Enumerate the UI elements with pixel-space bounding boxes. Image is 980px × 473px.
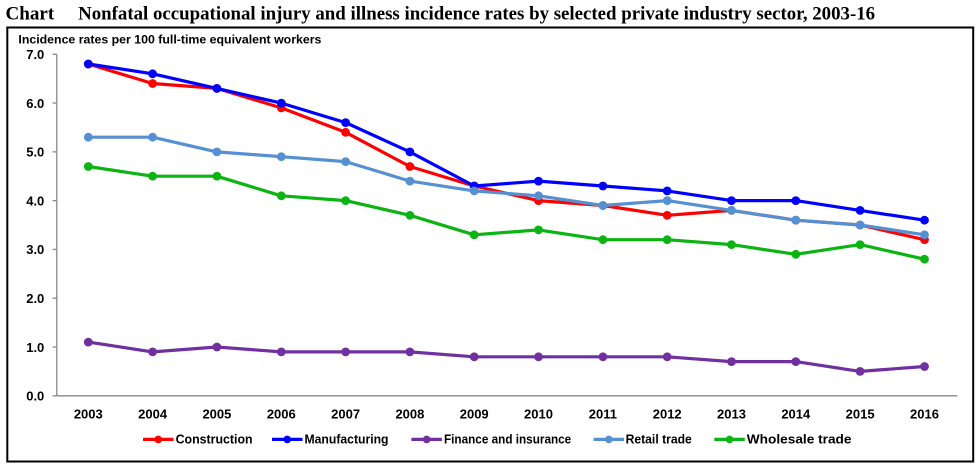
svg-text:2011: 2011 xyxy=(589,406,617,421)
svg-text:7.0: 7.0 xyxy=(26,47,44,62)
svg-text:2014: 2014 xyxy=(781,406,811,421)
svg-text:2008: 2008 xyxy=(395,406,424,421)
svg-text:2013: 2013 xyxy=(717,406,746,421)
svg-text:2.0: 2.0 xyxy=(26,291,44,306)
svg-text:Finance and insurance: Finance and insurance xyxy=(444,432,571,447)
svg-text:2005: 2005 xyxy=(202,406,231,421)
svg-text:2012: 2012 xyxy=(653,406,682,421)
svg-text:2004: 2004 xyxy=(138,406,168,421)
svg-text:2015: 2015 xyxy=(846,406,875,421)
svg-text:Incidence rates per 100 full-t: Incidence rates per 100 full-time equiva… xyxy=(18,33,321,47)
svg-text:Construction: Construction xyxy=(176,432,253,447)
svg-text:2006: 2006 xyxy=(267,406,296,421)
svg-text:Manufacturing: Manufacturing xyxy=(305,432,389,447)
svg-text:1.0: 1.0 xyxy=(26,340,44,355)
svg-text:Wholesale trade: Wholesale trade xyxy=(747,432,852,447)
svg-text:3.0: 3.0 xyxy=(26,242,44,257)
svg-text:6.0: 6.0 xyxy=(26,96,44,111)
svg-text:Chart: Chart xyxy=(6,3,55,24)
svg-text:2003: 2003 xyxy=(74,406,103,421)
svg-text:4.0: 4.0 xyxy=(26,193,44,208)
svg-text:2009: 2009 xyxy=(460,406,489,421)
svg-text:5.0: 5.0 xyxy=(26,145,44,160)
svg-text:2007: 2007 xyxy=(331,406,360,421)
svg-text:2016: 2016 xyxy=(910,406,939,421)
svg-text:2010: 2010 xyxy=(524,406,553,421)
svg-text:0.0: 0.0 xyxy=(26,389,44,404)
svg-text:Nonfatal occupational injury a: Nonfatal occupational injury and illness… xyxy=(78,3,875,24)
svg-text:Retail trade: Retail trade xyxy=(626,432,692,447)
